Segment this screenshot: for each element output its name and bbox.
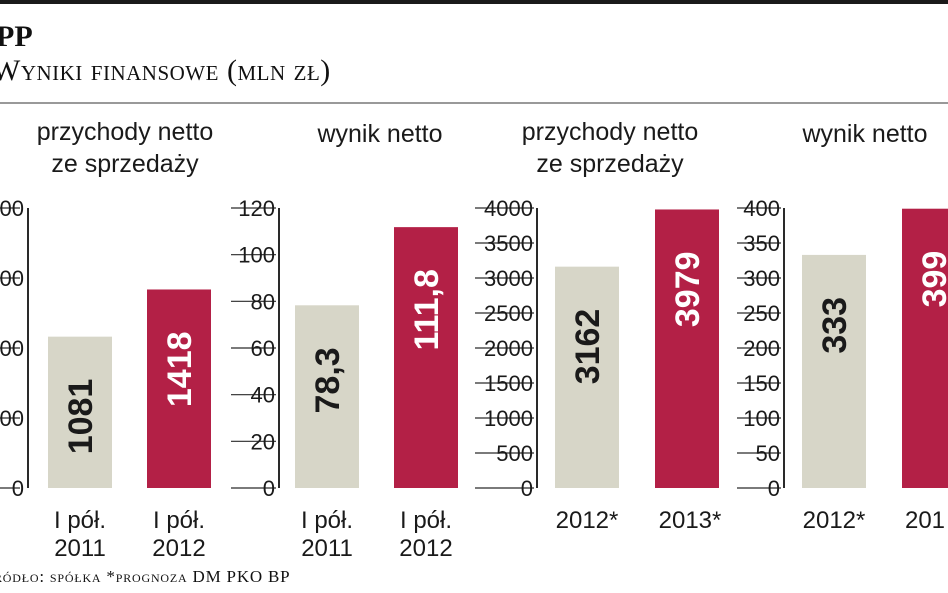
y-tick-label: 4000 <box>484 196 533 221</box>
bar <box>295 305 359 488</box>
y-tick-label: 3500 <box>484 231 533 256</box>
x-tick-label: 2012 <box>152 535 205 562</box>
x-tick-label: I pół. <box>400 507 452 534</box>
bar <box>902 208 948 488</box>
y-tick-label: 00 <box>0 266 24 291</box>
y-tick-label: 1500 <box>484 371 533 396</box>
y-tick-label: 120 <box>238 196 275 221</box>
x-tick-label: 201 <box>905 507 945 534</box>
bar-value-label: 78,3 <box>309 347 347 413</box>
y-tick-label: 40 <box>251 383 275 408</box>
bar <box>555 266 619 488</box>
y-tick-label: 50 <box>756 441 780 466</box>
chart-title: przychody netto <box>522 118 699 146</box>
chart-title: ze sprzedaży <box>536 150 684 178</box>
x-tick-label: I pół. <box>54 507 106 534</box>
y-tick-label: 00 <box>0 196 24 221</box>
bar-value-label: 111,8 <box>408 269 446 350</box>
x-tick-label: 2013* <box>659 507 722 534</box>
top-rule <box>0 0 948 4</box>
bar <box>802 254 866 488</box>
y-tick-label: 500 <box>496 441 533 466</box>
y-tick-label: 0 <box>263 476 275 501</box>
x-tick-label: 2012* <box>556 507 619 534</box>
y-tick-label: 60 <box>251 336 275 361</box>
x-tick-label: 2012* <box>803 507 866 534</box>
chart-title: wynik netto <box>316 120 442 148</box>
bar-value-label: 1418 <box>161 331 199 407</box>
y-tick-label: 0 <box>12 476 24 501</box>
y-tick-label: 100 <box>743 406 780 431</box>
bar <box>147 289 211 488</box>
y-tick-label: 80 <box>251 289 275 314</box>
y-tick-label: 250 <box>743 301 780 326</box>
y-tick-label: 200 <box>743 336 780 361</box>
bar-value-label: 1081 <box>62 379 100 455</box>
bar <box>48 336 112 488</box>
x-tick-label: 2011 <box>54 535 106 562</box>
y-tick-label: 0 <box>768 476 780 501</box>
y-tick-label: 100 <box>238 243 275 268</box>
chart-title: przychody netto <box>37 118 214 146</box>
y-tick-label: 00 <box>0 336 24 361</box>
company-title: PP <box>0 20 33 53</box>
header-rule <box>0 102 948 104</box>
y-tick-label: 300 <box>743 266 780 291</box>
y-tick-label: 20 <box>251 429 275 454</box>
y-tick-label: 150 <box>743 371 780 396</box>
bar <box>655 209 719 488</box>
bar-value-label: 3979 <box>669 251 707 327</box>
y-tick-label: 400 <box>743 196 780 221</box>
x-tick-label: 2012 <box>399 535 452 562</box>
y-tick-label: 350 <box>743 231 780 256</box>
bar-value-label: 399 <box>916 251 948 308</box>
y-tick-label: 3000 <box>484 266 533 291</box>
chart-subtitle: Wyniki finansowe (mln zł) <box>0 54 331 87</box>
chart-title: wynik netto <box>801 120 927 148</box>
y-tick-label: 2000 <box>484 336 533 361</box>
chart-title: ze sprzedaży <box>51 150 199 178</box>
source-note: ródło: spółka *prognoza DM PKO BP <box>0 567 291 586</box>
bar-value-label: 3162 <box>569 309 607 385</box>
bar <box>394 227 458 488</box>
x-tick-label: I pół. <box>301 507 353 534</box>
y-tick-label: 2500 <box>484 301 533 326</box>
x-tick-label: 2011 <box>301 535 353 562</box>
x-tick-label: I pół. <box>153 507 205 534</box>
y-tick-label: 00 <box>0 406 24 431</box>
bar-value-label: 333 <box>816 297 854 354</box>
y-tick-label: 0 <box>521 476 533 501</box>
y-tick-label: 1000 <box>484 406 533 431</box>
